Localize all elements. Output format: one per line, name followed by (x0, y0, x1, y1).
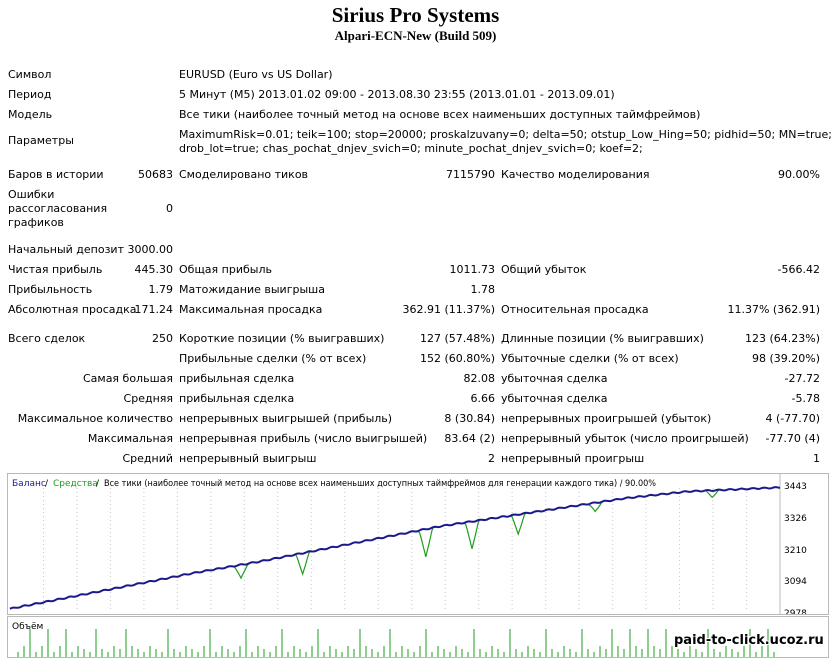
params-value-line1: MaximumRisk=0.01; teik=100; stop=20000; … (179, 128, 831, 141)
errors-value: 0 (166, 202, 173, 215)
quality-label: Качество моделирования (501, 168, 650, 181)
stats-v2-0: 1011.73 (449, 263, 496, 276)
trades-l1-3: Средняя (123, 392, 173, 405)
legend-balance: Баланс (12, 479, 46, 489)
params-value-line2: drob_lot=true; chas_pochat_dnjev_svich=0… (179, 142, 643, 155)
trades-v2-6: 2 (488, 452, 495, 465)
y-tick-label: 3210 (784, 546, 807, 556)
errors-label-1: Ошибки (8, 188, 55, 201)
balance-chart: Баланс / Средства / Все тики (наиболее т… (7, 473, 829, 619)
trades-v2-4: 8 (30.84) (444, 412, 495, 425)
balance-series-line (9, 486, 781, 610)
trades-v2-5: 83.64 (2) (444, 432, 495, 445)
legend-sep-2: / (96, 479, 100, 489)
quality-value: 90.00% (778, 168, 820, 181)
params-label: Параметры (8, 134, 74, 147)
symbol-value: EURUSD (Euro vs US Dollar) (179, 68, 333, 81)
stats-l1-2: Абсолютная просадка (8, 303, 137, 316)
trades-l1-5: Максимальная (87, 432, 173, 445)
trades-v2-0: 127 (57.48%) (419, 332, 495, 345)
period-value: 5 Минут (M5) 2013.01.02 09:00 - 2013.08.… (179, 88, 615, 101)
trades-l3-2: убыточная сделка (501, 372, 608, 385)
trades-l1-6: Средний (122, 452, 173, 465)
stats-l3-0: Общий убыток (501, 263, 587, 276)
trades-l3-0: Длинные позиции (% выигравших) (501, 332, 704, 345)
ticks-label: Смоделировано тиков (179, 168, 309, 181)
stats-v2-2: 362.91 (11.37%) (402, 303, 495, 316)
model-label: Модель (8, 108, 53, 121)
trades-v3-6: 1 (813, 452, 820, 465)
bars-value: 50683 (138, 168, 173, 181)
symbol-label: Символ (8, 68, 52, 81)
trades-v3-3: -5.78 (791, 392, 820, 405)
errors-label-3: графиков (8, 216, 64, 229)
deposit-value: 3000.00 (127, 243, 174, 256)
trades-l2-3: прибыльная сделка (179, 392, 295, 405)
trades-l3-3: убыточная сделка (501, 392, 608, 405)
bars-label: Баров в истории (8, 168, 104, 181)
legend-sep-1: / (45, 479, 49, 489)
stats-l1-0: Чистая прибыль (8, 263, 103, 276)
legend-equity: Средства (53, 479, 98, 489)
model-value: Все тики (наиболее точный метод на основ… (179, 108, 701, 121)
equity-series-line (9, 486, 781, 610)
deposit-label: Начальный депозит (8, 243, 124, 256)
trades-l1-2: Самая большая (82, 372, 173, 385)
stats-l2-2: Максимальная просадка (179, 303, 323, 316)
trades-l2-0: Короткие позиции (% выигравших) (179, 332, 385, 345)
trades-l2-1: Прибыльные сделки (% от всех) (179, 352, 367, 365)
trades-v3-2: -27.72 (784, 372, 820, 385)
trades-l2-4: непрерывных выигрышей (прибыль) (179, 412, 393, 425)
legend-model: Все тики (наиболее точный метод на основ… (104, 479, 656, 489)
y-tick-label: 3443 (784, 482, 807, 492)
stats-l3-2: Относительная просадка (501, 303, 649, 316)
trades-l2-2: прибыльная сделка (179, 372, 295, 385)
trades-l2-5: непрерывная прибыль (число выигрышей) (179, 432, 428, 445)
volume-label: Объём (12, 622, 43, 632)
stats-l2-1: Матожидание выигрыша (179, 283, 325, 296)
ticks-value: 7115790 (446, 168, 495, 181)
y-tick-label: 2978 (784, 609, 807, 614)
trades-v1-0: 250 (152, 332, 173, 345)
trades-v3-0: 123 (64.23%) (744, 332, 820, 345)
period-label: Период (8, 88, 52, 101)
trades-v2-2: 82.08 (463, 372, 496, 385)
trades-l3-4: непрерывных проигрышей (убыток) (501, 412, 712, 425)
trades-l3-5: непрерывный убыток (число проигрышей) (501, 432, 749, 445)
trades-l3-1: Убыточные сделки (% от всех) (501, 352, 679, 365)
trades-l1-0: Всего сделок (8, 332, 86, 345)
trades-l2-6: непрерывный выигрыш (179, 452, 317, 465)
stats-v2-1: 1.78 (470, 283, 496, 296)
stats-l2-0: Общая прибыль (179, 263, 272, 276)
stats-l1-1: Прибыльность (8, 283, 93, 296)
report-subtitle: Alpari-ECN-New (Build 509) (334, 28, 497, 43)
report-title: Sirius Pro Systems (331, 3, 500, 27)
trades-v3-1: 98 (39.20%) (751, 352, 820, 365)
y-tick-label: 3326 (784, 514, 807, 524)
stats-v1-2: 171.24 (134, 303, 174, 316)
watermark-text: paid-to-click.ucoz.ru (674, 633, 824, 648)
trades-v3-5: -77.70 (4) (765, 432, 820, 445)
trades-v2-3: 6.66 (470, 392, 496, 405)
errors-label-2: рассогласования (8, 202, 108, 215)
stats-v3-2: 11.37% (362.91) (727, 303, 820, 316)
trades-l1-4: Максимальное количество (17, 412, 173, 425)
stats-v3-0: -566.42 (777, 263, 820, 276)
stats-v1-0: 445.30 (134, 263, 174, 276)
trades-v3-4: 4 (-77.70) (765, 412, 820, 425)
stats-v1-1: 1.79 (148, 283, 174, 296)
trades-l3-6: непрерывный проигрыш (501, 452, 645, 465)
trades-v2-1: 152 (60.80%) (419, 352, 495, 365)
y-tick-label: 3094 (784, 577, 807, 587)
